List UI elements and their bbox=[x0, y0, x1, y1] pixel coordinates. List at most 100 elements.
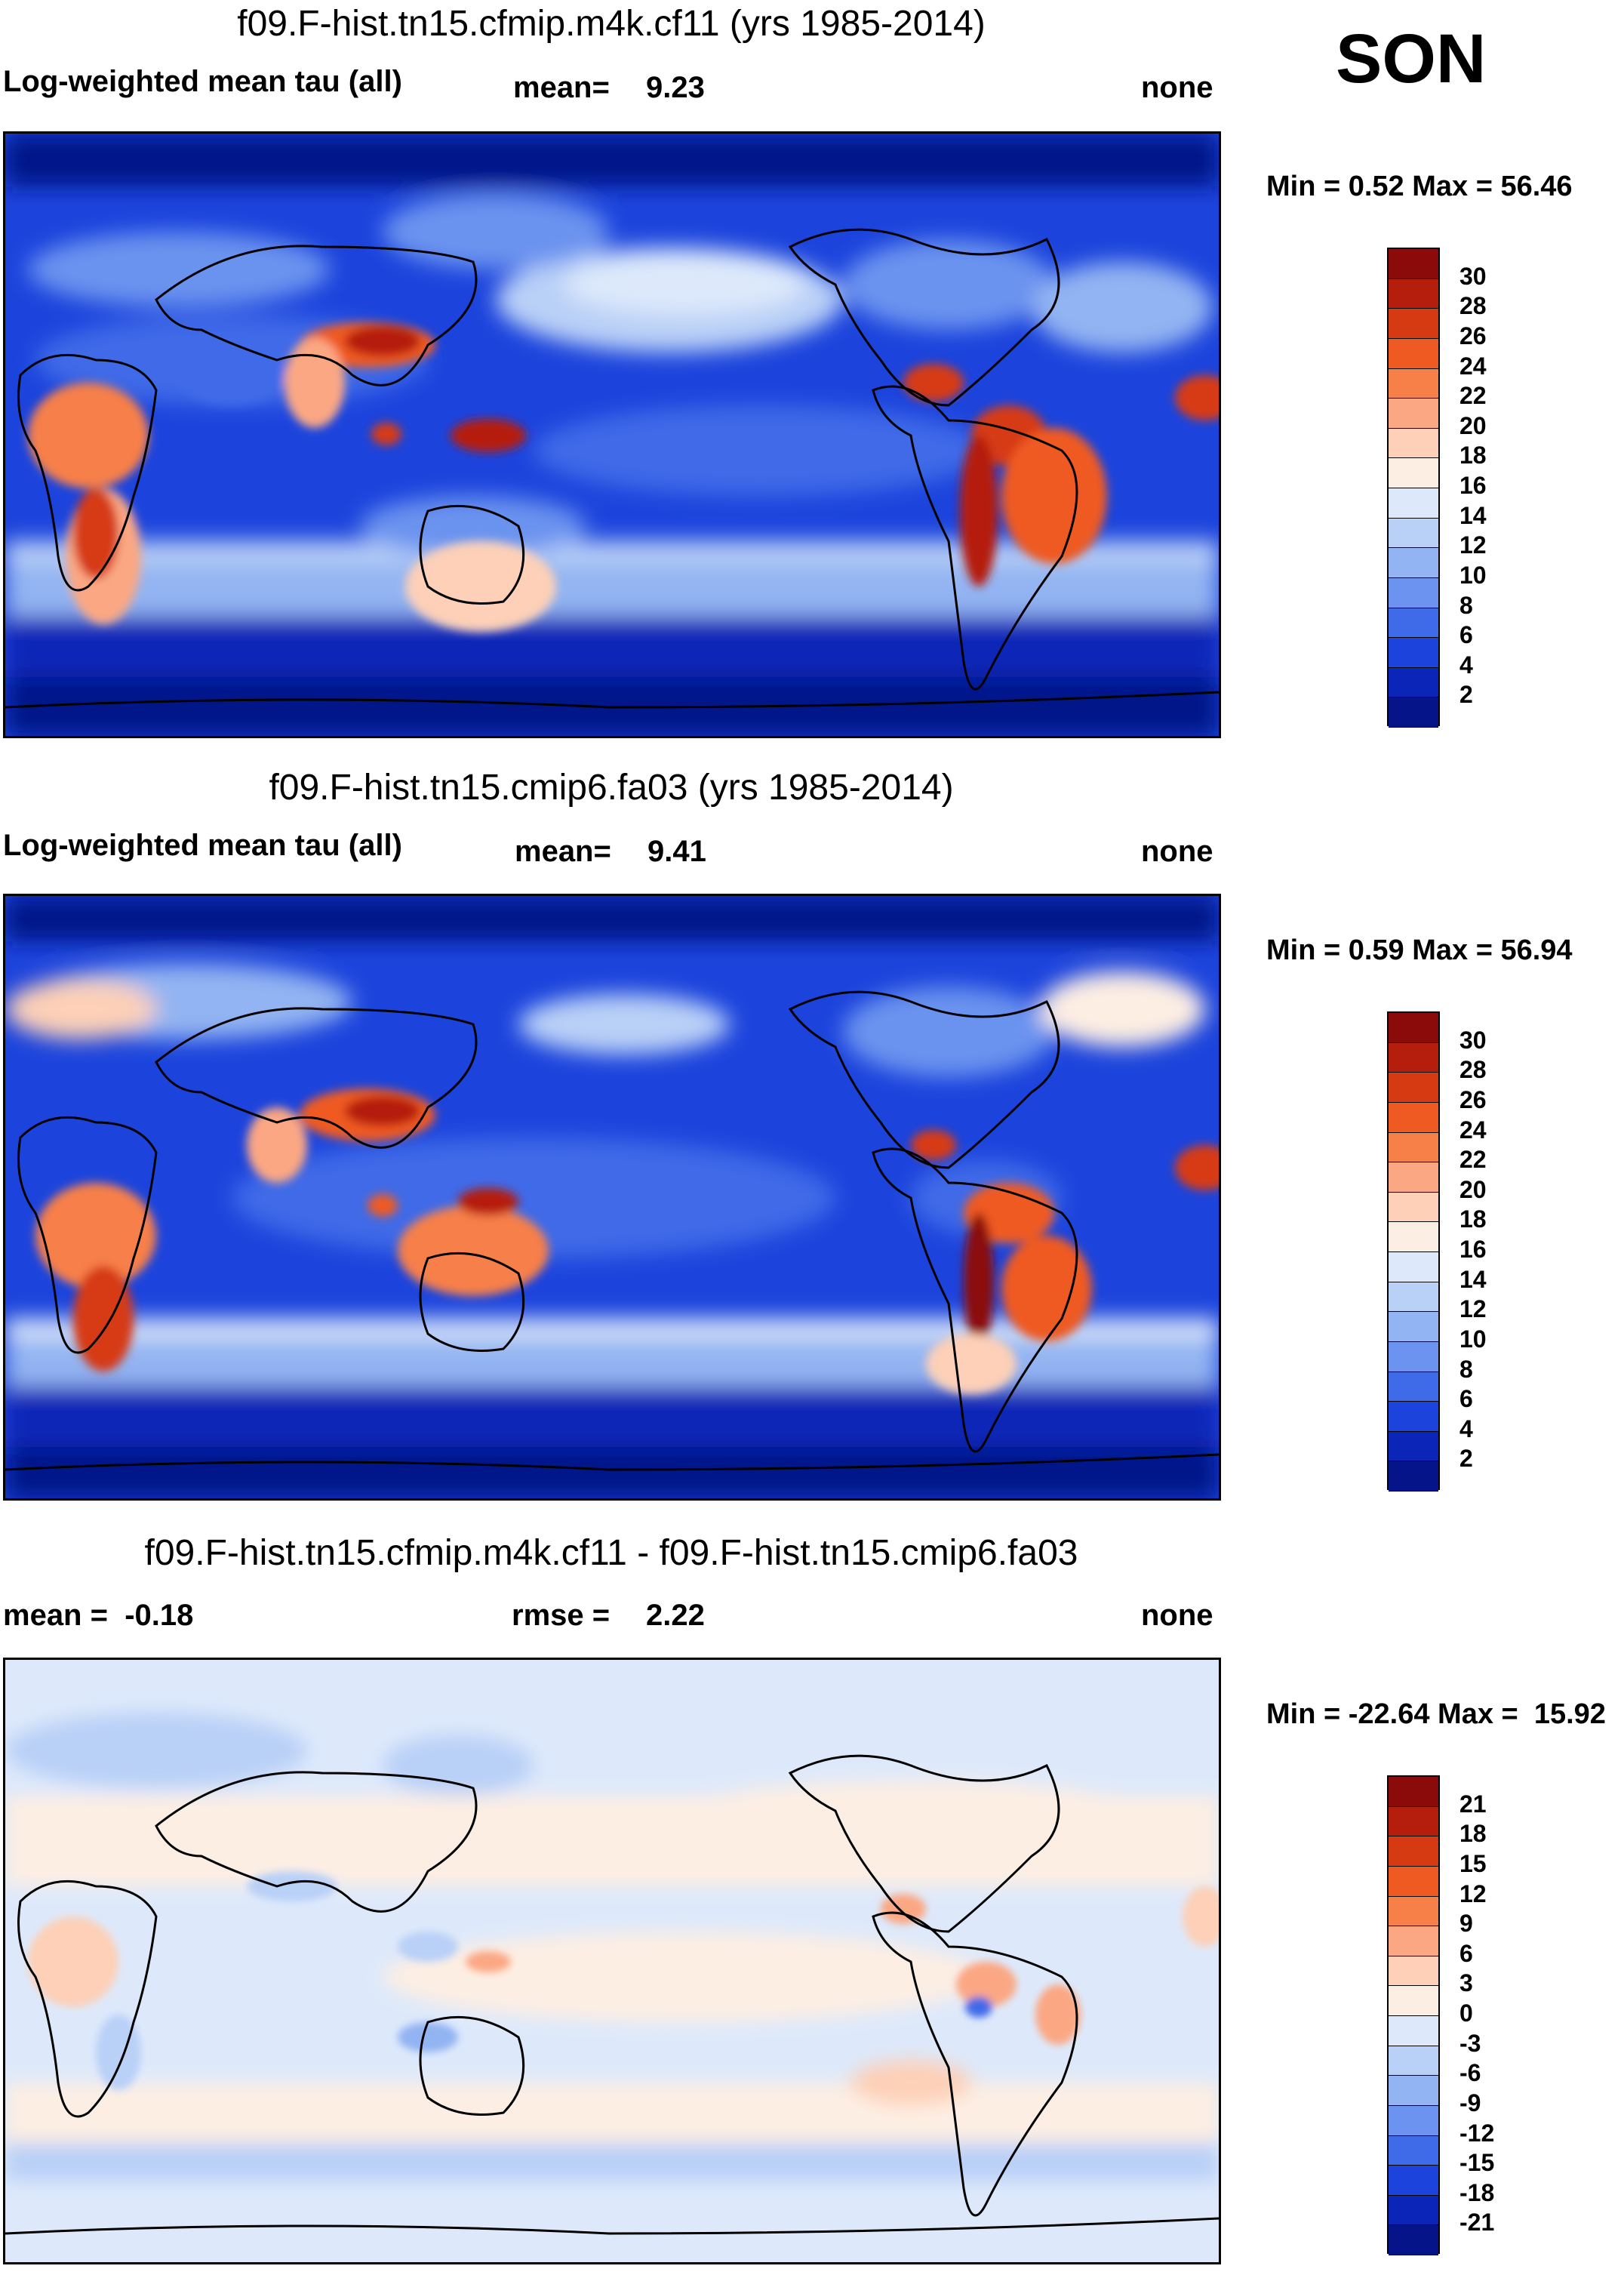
panel-2-colorbar bbox=[1387, 1011, 1440, 1492]
colorbar-swatch bbox=[1389, 1461, 1438, 1492]
colorbar-label: -12 bbox=[1459, 2119, 1495, 2147]
colorbar-label: 0 bbox=[1459, 2000, 1473, 2027]
colorbar-label: 21 bbox=[1459, 1790, 1487, 1818]
colorbar-swatch bbox=[1389, 2105, 1438, 2136]
colorbar-swatch bbox=[1389, 1222, 1438, 1252]
colorbar-label: 24 bbox=[1459, 352, 1487, 380]
colorbar-label: 30 bbox=[1459, 1026, 1487, 1054]
colorbar-swatch bbox=[1389, 488, 1438, 519]
panel-3-center-label: rmse = bbox=[512, 1599, 611, 1632]
colorbar-label: -15 bbox=[1459, 2149, 1495, 2177]
colorbar-label: 26 bbox=[1459, 1085, 1487, 1113]
colorbar-swatch bbox=[1389, 548, 1438, 578]
colorbar-label: 6 bbox=[1459, 1939, 1473, 1967]
panel-3-minmax: Min = -22.64 Max = 15.92 bbox=[1266, 1698, 1606, 1730]
colorbar-swatch bbox=[1389, 279, 1438, 309]
colorbar-label: 10 bbox=[1459, 561, 1487, 589]
colorbar-label: -18 bbox=[1459, 2178, 1495, 2206]
colorbar-label: 20 bbox=[1459, 411, 1487, 439]
colorbar-label: 6 bbox=[1459, 621, 1473, 649]
colorbar-swatch bbox=[1389, 338, 1438, 369]
colorbar-label: 12 bbox=[1459, 531, 1487, 559]
colorbar-swatch bbox=[1389, 1986, 1438, 2016]
panel-2-center-label: mean= bbox=[515, 835, 611, 868]
panel-2-map-field bbox=[5, 896, 1219, 1498]
colorbar-swatch bbox=[1389, 1341, 1438, 1372]
colorbar-swatch bbox=[1389, 1282, 1438, 1313]
colorbar-label: 2 bbox=[1459, 1445, 1473, 1473]
panel-1-map bbox=[3, 131, 1221, 738]
colorbar-label: 18 bbox=[1459, 442, 1487, 469]
colorbar-label: 15 bbox=[1459, 1849, 1487, 1877]
colorbar-swatch bbox=[1389, 1312, 1438, 1342]
colorbar-swatch bbox=[1389, 1777, 1438, 1807]
colorbar-swatch bbox=[1389, 309, 1438, 339]
colorbar-label: -6 bbox=[1459, 2059, 1481, 2087]
colorbar-label: 4 bbox=[1459, 1415, 1473, 1442]
colorbar-swatch bbox=[1389, 1402, 1438, 1432]
panel-3-center-value: 2.22 bbox=[646, 1599, 705, 1632]
colorbar-label: 9 bbox=[1459, 1910, 1473, 1938]
colorbar-swatch bbox=[1389, 1806, 1438, 1837]
colorbar-label: 14 bbox=[1459, 501, 1487, 529]
colorbar-swatch bbox=[1389, 577, 1438, 608]
panel-2-left-label: Log-weighted mean tau (all) bbox=[3, 829, 402, 862]
colorbar-swatch bbox=[1389, 399, 1438, 429]
colorbar-swatch bbox=[1389, 2166, 1438, 2196]
colorbar-label: 8 bbox=[1459, 1355, 1473, 1383]
colorbar-label: -3 bbox=[1459, 2029, 1481, 2057]
colorbar-label: 28 bbox=[1459, 292, 1487, 320]
panel-1-left-label: Log-weighted mean tau (all) bbox=[3, 65, 402, 98]
panel-2-title: f09.F-hist.tn15.cmip6.fa03 (yrs 1985-201… bbox=[269, 768, 954, 808]
colorbar-label: 16 bbox=[1459, 472, 1487, 499]
colorbar-label: 24 bbox=[1459, 1116, 1487, 1144]
colorbar-label: 12 bbox=[1459, 1295, 1487, 1323]
colorbar-swatch bbox=[1389, 2046, 1438, 2077]
colorbar-label: -21 bbox=[1459, 2209, 1495, 2237]
panel-2-map bbox=[3, 894, 1221, 1501]
colorbar-label: 14 bbox=[1459, 1265, 1487, 1293]
colorbar-swatch bbox=[1389, 697, 1438, 728]
colorbar-swatch bbox=[1389, 1252, 1438, 1282]
panel-2-minmax: Min = 0.59 Max = 56.94 bbox=[1266, 934, 1573, 966]
colorbar-label: 4 bbox=[1459, 651, 1473, 679]
colorbar-swatch bbox=[1389, 1042, 1438, 1073]
colorbar-swatch bbox=[1389, 1162, 1438, 1193]
colorbar-swatch bbox=[1389, 608, 1438, 639]
colorbar-swatch bbox=[1389, 249, 1438, 279]
colorbar-swatch bbox=[1389, 2076, 1438, 2106]
colorbar-label: 16 bbox=[1459, 1236, 1487, 1263]
colorbar-swatch bbox=[1389, 2016, 1438, 2046]
panel-1-map-field bbox=[5, 134, 1219, 736]
colorbar-swatch bbox=[1389, 2195, 1438, 2226]
panel-3-left-label: mean = -0.18 bbox=[3, 1599, 194, 1632]
panel-1-right-label: none bbox=[1141, 71, 1213, 104]
colorbar-swatch bbox=[1389, 428, 1438, 459]
colorbar-label: 10 bbox=[1459, 1325, 1487, 1353]
panel-1-minmax: Min = 0.52 Max = 56.46 bbox=[1266, 171, 1573, 202]
colorbar-label: 26 bbox=[1459, 322, 1487, 349]
colorbar-label: 12 bbox=[1459, 1879, 1487, 1907]
colorbar-label: -9 bbox=[1459, 2089, 1481, 2117]
colorbar-swatch bbox=[1389, 1132, 1438, 1163]
colorbar-swatch bbox=[1389, 1866, 1438, 1897]
season-label: SON bbox=[1336, 20, 1487, 97]
panel-3-right-label: none bbox=[1141, 1599, 1213, 1632]
panel-1-center-label: mean= bbox=[513, 71, 610, 104]
panel-1-center-value: 9.23 bbox=[646, 71, 705, 104]
colorbar-swatch bbox=[1389, 1431, 1438, 1462]
colorbar-swatch bbox=[1389, 1192, 1438, 1223]
colorbar-label: 2 bbox=[1459, 681, 1473, 709]
colorbar-label: 18 bbox=[1459, 1820, 1487, 1848]
colorbar-label: 22 bbox=[1459, 382, 1487, 410]
colorbar-swatch bbox=[1389, 1013, 1438, 1043]
colorbar-swatch bbox=[1389, 518, 1438, 549]
colorbar-label: 28 bbox=[1459, 1056, 1487, 1084]
panel-2-center-value: 9.41 bbox=[647, 835, 706, 868]
colorbar-label: 18 bbox=[1459, 1205, 1487, 1233]
panel-2-right-label: none bbox=[1141, 835, 1213, 868]
colorbar-swatch bbox=[1389, 2135, 1438, 2166]
panel-1-title: f09.F-hist.tn15.cfmip.m4k.cf11 (yrs 1985… bbox=[237, 4, 986, 44]
colorbar-swatch bbox=[1389, 1372, 1438, 1402]
colorbar-swatch bbox=[1389, 638, 1438, 668]
